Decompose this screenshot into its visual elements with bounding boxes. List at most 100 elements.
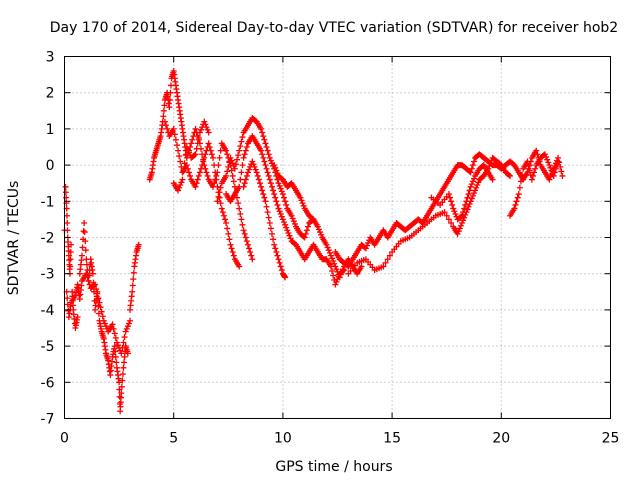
y-tick-label: -5 <box>41 339 55 355</box>
data-point <box>262 162 269 169</box>
data-point <box>464 206 471 213</box>
data-point <box>119 371 126 378</box>
data-point <box>261 194 268 201</box>
data-point <box>83 270 90 277</box>
data-point <box>263 144 270 150</box>
data-point <box>241 151 248 158</box>
data-point <box>462 201 469 208</box>
data-point <box>195 172 202 179</box>
data-point <box>178 179 185 186</box>
data-point <box>228 245 235 252</box>
data-point <box>288 212 295 219</box>
data-point <box>468 195 475 202</box>
y-tick-label: -2 <box>41 231 55 247</box>
data-point <box>201 154 208 161</box>
data-point <box>468 165 475 172</box>
data-point <box>473 184 480 191</box>
data-point <box>102 323 109 330</box>
data-point <box>259 151 266 158</box>
data-point <box>67 248 74 255</box>
y-tick-label: 2 <box>46 86 55 102</box>
data-point <box>266 154 273 161</box>
data-point <box>270 236 277 243</box>
data-point <box>271 191 278 198</box>
data-point <box>101 320 108 327</box>
data-point <box>243 238 250 245</box>
data-point <box>553 162 560 169</box>
data-point <box>220 212 227 219</box>
data-point <box>135 241 142 248</box>
data-point <box>513 198 520 205</box>
data-point <box>125 320 132 327</box>
data-point <box>283 224 290 231</box>
data-point <box>465 191 472 198</box>
data-point <box>267 157 274 164</box>
data-point <box>533 147 540 154</box>
x-tick-label: 5 <box>169 431 178 447</box>
data-point <box>365 239 372 246</box>
data-point <box>235 200 242 207</box>
data-point <box>111 343 118 350</box>
data-point <box>363 242 370 249</box>
data-point <box>81 220 88 227</box>
data-point <box>216 194 223 201</box>
data-point <box>333 278 340 285</box>
data-point <box>210 154 217 161</box>
axis-ticks <box>64 56 611 419</box>
y-tick-label: -6 <box>41 375 55 391</box>
data-point <box>242 147 249 154</box>
data-point <box>82 238 89 245</box>
data-point <box>185 149 192 156</box>
data-point <box>240 227 247 234</box>
data-point <box>80 228 87 235</box>
data-point <box>78 252 85 259</box>
data-point <box>239 221 246 228</box>
series-sdtvar <box>61 67 566 415</box>
data-point <box>276 208 283 215</box>
data-point <box>274 252 281 259</box>
data-point <box>111 330 118 337</box>
data-point <box>118 383 125 390</box>
data-point <box>246 166 253 173</box>
x-tick-labels: 0 5 10 15 20 25 <box>60 431 619 447</box>
data-point <box>305 223 312 230</box>
data-point <box>445 191 452 198</box>
data-point <box>92 281 99 288</box>
data-point <box>236 263 243 270</box>
data-point <box>284 227 291 234</box>
data-point <box>223 172 230 179</box>
data-point <box>163 122 170 129</box>
data-point <box>297 194 304 201</box>
data-point <box>282 221 289 228</box>
data-point <box>279 216 286 223</box>
data-point <box>455 228 462 235</box>
data-point <box>303 227 310 234</box>
data-point <box>331 260 338 267</box>
data-point <box>451 208 458 215</box>
data-point <box>199 162 206 169</box>
data-point <box>129 282 136 289</box>
data-point <box>270 187 277 194</box>
data-point <box>262 198 269 205</box>
data-point <box>74 314 81 321</box>
data-point <box>280 219 287 226</box>
data-point <box>119 344 126 351</box>
data-point <box>329 255 336 262</box>
data-point <box>237 210 244 217</box>
data-point <box>507 172 514 179</box>
data-point <box>177 158 184 165</box>
data-point <box>263 165 270 172</box>
data-point <box>161 118 168 125</box>
data-point <box>89 270 96 277</box>
data-point <box>180 168 187 175</box>
data-point <box>85 277 92 284</box>
data-point <box>227 154 234 161</box>
data-point <box>324 244 331 251</box>
data-point <box>474 182 481 189</box>
data-point <box>487 160 494 167</box>
data-point <box>120 339 127 346</box>
data-point <box>272 164 279 171</box>
grid <box>64 56 611 419</box>
data-point <box>189 136 196 143</box>
data-point <box>198 126 204 133</box>
